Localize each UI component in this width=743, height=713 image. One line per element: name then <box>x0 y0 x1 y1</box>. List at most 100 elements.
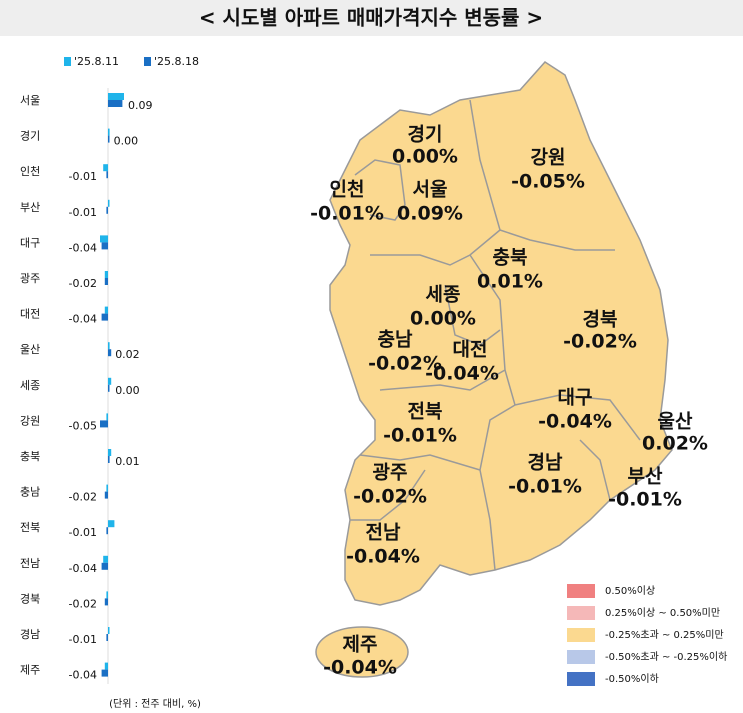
region-name: 전남 <box>366 522 401 544</box>
region-value: -0.04% <box>323 657 397 679</box>
region-value: 0.09% <box>397 203 463 225</box>
bar <box>108 449 112 456</box>
category-label: 충북 <box>20 450 40 463</box>
region-name: 충남 <box>378 329 413 351</box>
region-name: 경북 <box>583 309 618 331</box>
bar <box>100 420 108 428</box>
value-label: 0.00 <box>114 135 139 148</box>
bar <box>106 206 108 214</box>
value-label: 0.09 <box>128 99 153 112</box>
region-name: 경남 <box>528 452 563 474</box>
value-label: -0.01 <box>69 633 97 646</box>
bar <box>108 93 124 100</box>
legend-swatch <box>144 57 151 66</box>
map-legend-swatch <box>567 628 595 642</box>
region-name: 강원 <box>531 147 566 169</box>
value-label: 0.02 <box>115 348 140 361</box>
map-legend-swatch <box>567 672 595 686</box>
category-label: 경기 <box>20 130 40 143</box>
value-label: -0.04 <box>69 669 97 682</box>
category-label: 경북 <box>20 592 40 605</box>
value-label: -0.04 <box>69 313 97 326</box>
region-value: -0.01% <box>383 425 457 447</box>
bar <box>106 591 108 599</box>
bar <box>108 349 112 357</box>
region-name: 광주 <box>373 462 408 484</box>
map-legend-label: 0.50%이상 <box>605 585 655 597</box>
category-label: 서울 <box>20 94 40 107</box>
region-value: -0.01% <box>608 489 682 511</box>
bar <box>108 377 112 385</box>
bar <box>104 306 108 314</box>
bar <box>101 242 108 250</box>
region-value: -0.04% <box>538 411 612 433</box>
region-name: 제주 <box>343 634 378 656</box>
bar <box>108 199 110 207</box>
map-legend-swatch <box>567 606 595 620</box>
bar <box>104 278 108 285</box>
value-label: -0.02 <box>69 597 97 610</box>
bar <box>104 271 108 278</box>
bar <box>101 669 108 677</box>
region-value: -0.01% <box>310 203 384 225</box>
bar <box>101 313 108 321</box>
map-land <box>329 61 673 606</box>
region-value: 0.02% <box>642 433 708 455</box>
value-label: -0.01 <box>69 206 97 219</box>
region-name: 인천 <box>330 179 365 201</box>
region-name: 서울 <box>413 179 448 201</box>
legend-label: '25.8.18 <box>154 55 199 68</box>
legend-swatch <box>64 57 71 66</box>
region-value: 0.00% <box>410 308 476 330</box>
value-label: -0.02 <box>69 491 97 504</box>
bar <box>108 342 110 350</box>
region-value: -0.04% <box>346 546 420 568</box>
value-label: 0.01 <box>115 455 140 468</box>
region-value: -0.05% <box>511 171 585 193</box>
bar <box>100 235 108 243</box>
bar <box>103 164 108 172</box>
bar <box>104 598 108 606</box>
bar <box>108 128 110 136</box>
map-legend-label: 0.25%이상 ~ 0.50%미만 <box>605 607 720 619</box>
region-name: 경기 <box>408 124 443 146</box>
bar <box>106 413 108 421</box>
bar <box>106 634 108 641</box>
value-label: -0.04 <box>69 562 97 575</box>
value-label: -0.01 <box>69 526 97 539</box>
bar <box>103 555 108 563</box>
value-label: -0.04 <box>69 241 97 254</box>
bar <box>108 627 110 634</box>
category-label: 제주 <box>20 664 40 677</box>
title: < 시도별 아파트 매매가격지수 변동률 > <box>199 6 543 30</box>
bar <box>106 527 108 535</box>
bar <box>108 456 110 463</box>
category-label: 부산 <box>20 201 40 214</box>
region-name: 충북 <box>493 247 528 269</box>
map-borders <box>350 99 641 571</box>
map-legend-swatch <box>567 650 595 664</box>
bar <box>101 562 108 570</box>
category-label: 강원 <box>20 414 40 427</box>
map-legend-label: -0.50%초과 ~ -0.25%이하 <box>605 650 727 663</box>
category-label: 전북 <box>20 521 40 534</box>
category-label: 충남 <box>20 486 40 499</box>
region-value: -0.02% <box>563 331 637 353</box>
map-legend-label: -0.50%이하 <box>605 672 659 685</box>
region-name: 울산 <box>658 411 693 433</box>
map <box>315 61 673 678</box>
category-label: 세종 <box>20 379 40 392</box>
value-label: -0.02 <box>69 277 97 290</box>
region-value: -0.01% <box>508 476 582 498</box>
title-bar <box>0 0 743 36</box>
region-name: 대전 <box>453 339 488 361</box>
bar <box>108 520 115 528</box>
region-name: 전북 <box>408 401 443 423</box>
region-name: 세종 <box>426 284 461 306</box>
region-name: 대구 <box>558 387 593 409</box>
bar <box>104 662 108 670</box>
category-label: 경남 <box>20 628 40 641</box>
map-jeju <box>315 626 409 678</box>
category-label: 울산 <box>20 343 40 356</box>
bar <box>108 135 110 143</box>
